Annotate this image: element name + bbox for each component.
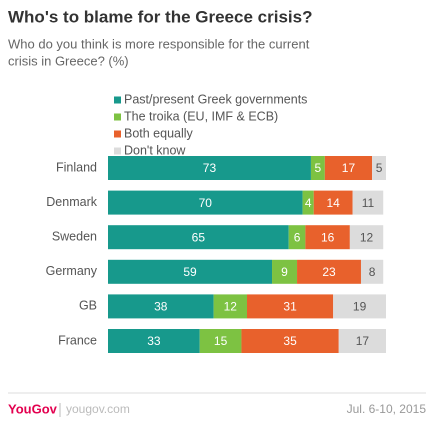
y-tick-label: Germany bbox=[46, 264, 98, 278]
value-label: 15 bbox=[214, 334, 228, 348]
value-label: 35 bbox=[283, 334, 297, 348]
value-label: 73 bbox=[203, 161, 217, 175]
bar-segment bbox=[272, 259, 298, 284]
bar-segment bbox=[333, 294, 386, 319]
legend-swatch bbox=[114, 130, 121, 138]
value-label: 4 bbox=[305, 196, 312, 210]
value-label: 12 bbox=[360, 230, 374, 244]
bar-segment bbox=[324, 156, 373, 180]
value-label: 23 bbox=[322, 265, 336, 279]
bar-segment bbox=[108, 190, 303, 215]
bar-segment bbox=[349, 225, 384, 250]
legend-label: Both equally bbox=[124, 126, 194, 140]
value-label: 17 bbox=[342, 161, 356, 175]
website: yougov.com bbox=[66, 402, 130, 416]
value-label: 65 bbox=[192, 230, 206, 244]
bar-segment bbox=[108, 294, 214, 319]
legend-swatch bbox=[114, 96, 121, 104]
value-label: 70 bbox=[199, 196, 213, 210]
value-label: 33 bbox=[147, 334, 161, 348]
value-label: 12 bbox=[224, 300, 238, 314]
bar-segment bbox=[108, 225, 289, 250]
value-label: 16 bbox=[321, 230, 335, 244]
bar-segment bbox=[241, 329, 339, 353]
y-tick-label: Denmark bbox=[46, 195, 97, 209]
value-label: 9 bbox=[281, 265, 288, 279]
value-label: 8 bbox=[369, 265, 376, 279]
bar-segment bbox=[305, 225, 350, 250]
value-label: 14 bbox=[327, 196, 341, 210]
chart-subtitle: crisis in Greece? (%) bbox=[8, 53, 129, 68]
bar-segment bbox=[310, 156, 325, 180]
bar-segment bbox=[247, 294, 334, 319]
bar-segment bbox=[352, 190, 384, 215]
legend-swatch bbox=[114, 147, 121, 155]
legend-label: Past/present Greek governments bbox=[124, 92, 307, 106]
value-label: 38 bbox=[154, 300, 168, 314]
bar-segment bbox=[288, 225, 306, 250]
value-label: 11 bbox=[362, 196, 375, 210]
brand: YouGov bbox=[8, 401, 58, 416]
legend-label: The troika (EU, IMF & ECB) bbox=[124, 109, 278, 123]
chart-subtitle: Who do you think is more responsible for… bbox=[8, 36, 310, 51]
bar-segment bbox=[199, 329, 242, 353]
bar-segment bbox=[360, 259, 384, 284]
value-label: 5 bbox=[376, 161, 383, 175]
value-label: 19 bbox=[353, 300, 367, 314]
value-label: 6 bbox=[294, 230, 301, 244]
bar-segment bbox=[213, 294, 247, 319]
y-tick-label: GB bbox=[79, 299, 97, 313]
chart-title: Who's to blame for the Greece crisis? bbox=[8, 7, 312, 26]
bar-segment bbox=[338, 329, 386, 353]
bar-segment bbox=[302, 190, 314, 215]
value-label: 5 bbox=[315, 161, 322, 175]
value-label: 59 bbox=[183, 265, 197, 279]
y-tick-label: Sweden bbox=[52, 229, 97, 243]
bar-segment bbox=[108, 156, 311, 180]
y-tick-label: France bbox=[58, 333, 97, 347]
bar-segment bbox=[297, 259, 361, 284]
date: Jul. 6-10, 2015 bbox=[347, 402, 427, 416]
value-label: 17 bbox=[356, 334, 370, 348]
bar-segment bbox=[108, 259, 273, 284]
y-tick-label: Finland bbox=[56, 160, 97, 174]
bar-segment bbox=[313, 190, 353, 215]
legend-swatch bbox=[114, 113, 121, 121]
legend-label: Don't know bbox=[124, 143, 186, 157]
bar-segment bbox=[108, 329, 200, 353]
bar-segment bbox=[372, 156, 386, 180]
value-label: 31 bbox=[283, 300, 297, 314]
